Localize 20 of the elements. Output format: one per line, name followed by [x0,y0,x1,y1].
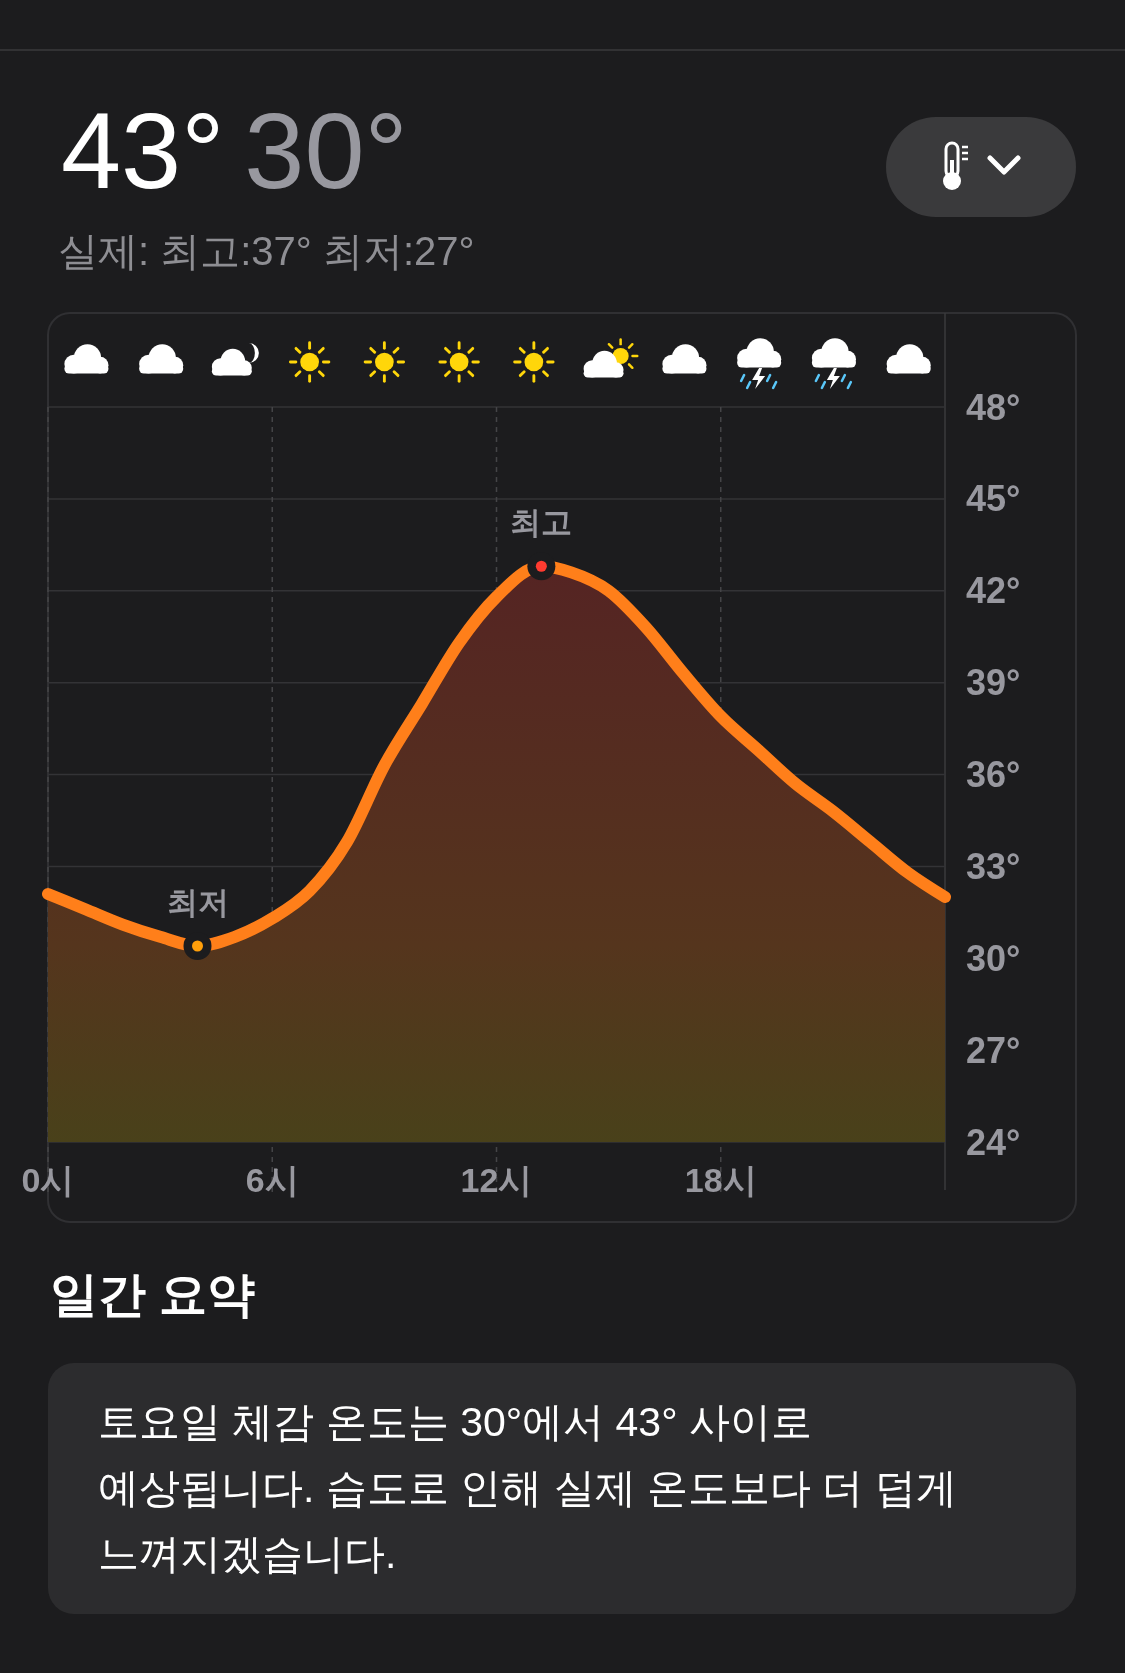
x-tick-label: 18시 [684,1161,757,1199]
x-tick-label: 6시 [245,1161,299,1199]
text: 토요일 체감 온도는 30°에서 43° 사이로 예상됩니다. 습도로 인해 실제 온도보다 더 덥게 느껴지겠습니다. [98,1399,957,1577]
text: 실제: 최고:37° 최저:27° [58,229,475,273]
y-tick-label: 48° [966,386,1021,428]
chart-title: 43° [61,90,225,211]
y-tick-label: 42° [966,570,1021,612]
y-tick-label: 30° [966,937,1021,979]
text: 일간 요약 [50,1268,256,1321]
annotation: 최저 [166,885,229,920]
chart-subtitle: 30° [244,90,408,211]
y-tick-label: 24° [966,1121,1021,1163]
x-tick-label: 12시 [460,1161,533,1199]
y-tick-label: 36° [966,754,1021,795]
y-tick-label: 27° [966,1029,1021,1071]
x-tick-label: 0시 [21,1161,75,1199]
y-tick-label: 39° [966,662,1021,704]
y-tick-label: 45° [966,478,1021,520]
y-tick-label: 33° [966,845,1021,887]
annotation: 최고 [510,505,573,541]
